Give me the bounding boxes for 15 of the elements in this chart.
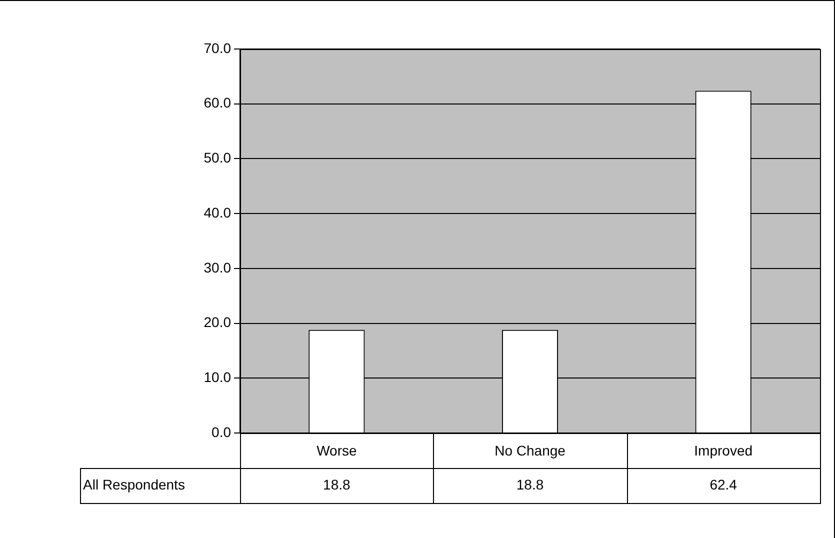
data-label: 18.8 bbox=[323, 476, 351, 492]
y-tick-label: 30.0 bbox=[204, 259, 232, 276]
data-label: 18.8 bbox=[516, 476, 544, 492]
text: All Respondents bbox=[83, 476, 185, 492]
y-tick-label: 60.0 bbox=[204, 94, 232, 111]
x-tick-label: Worse bbox=[316, 442, 357, 458]
y-tick-label: 20.0 bbox=[204, 314, 232, 330]
y-tick-label: 70.0 bbox=[204, 40, 232, 56]
x-tick-label: Improved bbox=[694, 442, 753, 458]
y-tick-label: 10.0 bbox=[204, 369, 232, 385]
y-tick-label: 0.0 bbox=[212, 424, 232, 440]
y-tick-label: 40.0 bbox=[204, 204, 232, 220]
x-tick-label: No Change bbox=[494, 442, 566, 458]
data-label: 62.4 bbox=[710, 476, 738, 492]
y-tick-label: 50.0 bbox=[204, 150, 232, 166]
